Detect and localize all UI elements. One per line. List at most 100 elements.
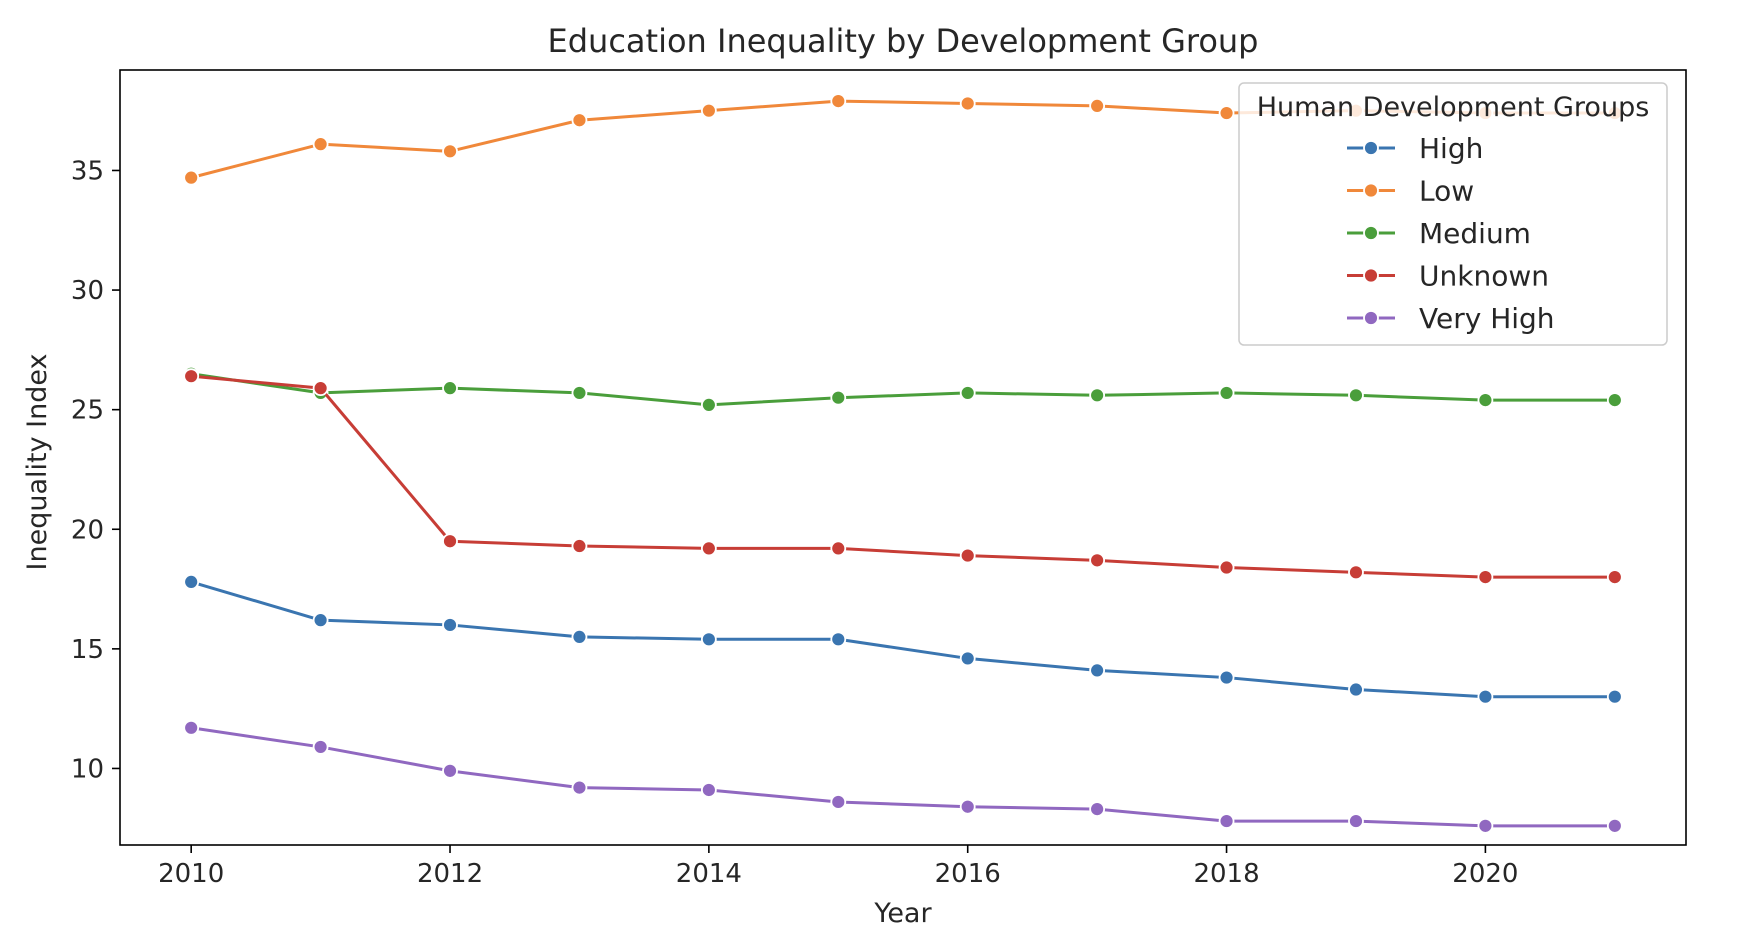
data-point: [1348, 681, 1364, 698]
series-unknown: [183, 368, 1623, 585]
legend-item: Unknown: [1347, 260, 1549, 293]
data-point: [700, 396, 717, 413]
data-point: [442, 533, 458, 550]
data-point: [442, 143, 458, 160]
data-point: [700, 102, 717, 119]
data-point: [183, 573, 200, 590]
data-point: [959, 798, 976, 815]
legend-label: Unknown: [1419, 260, 1549, 293]
data-point: [1218, 385, 1235, 401]
legend-label: Very High: [1419, 302, 1555, 335]
data-point: [830, 631, 847, 648]
legend-item: High: [1347, 132, 1483, 165]
data-point: [1348, 387, 1364, 404]
data-point: [312, 612, 329, 629]
data-point: [830, 794, 847, 810]
data-point: [959, 95, 976, 112]
data-point: [1348, 564, 1364, 581]
y-tick-label: 10: [71, 754, 104, 784]
data-point: [1606, 688, 1623, 705]
x-tick-label: 2014: [676, 859, 742, 889]
legend-marker: [1363, 182, 1379, 199]
chart-title: Education Inequality by Development Grou…: [548, 22, 1259, 60]
data-point: [312, 739, 329, 755]
data-point: [571, 628, 588, 645]
data-point: [571, 112, 588, 129]
data-point: [959, 650, 976, 667]
data-point: [1218, 669, 1235, 686]
legend-marker: [1363, 140, 1379, 156]
series-line: [191, 374, 1615, 579]
legend-item: Medium: [1347, 217, 1531, 250]
data-point: [1089, 552, 1106, 569]
x-tick-label: 2018: [1193, 859, 1259, 889]
x-tick-label: 2010: [158, 859, 224, 889]
data-point: [1089, 97, 1106, 114]
data-point: [571, 779, 588, 796]
data-point: [1218, 813, 1235, 829]
data-point: [1606, 817, 1623, 834]
data-point: [183, 719, 200, 736]
legend-box: [1238, 82, 1668, 346]
data-point: [700, 631, 717, 648]
data-point: [1606, 392, 1623, 408]
y-tick-label: 25: [71, 396, 104, 426]
data-point: [1477, 392, 1494, 408]
x-tick-label: 2016: [935, 859, 1001, 889]
legend-marker: [1363, 225, 1379, 241]
legend-title: Human Development Groups: [1257, 92, 1650, 123]
data-point: [1218, 105, 1235, 121]
data-point: [312, 380, 329, 397]
y-tick-label: 20: [71, 515, 104, 545]
data-point: [959, 547, 976, 564]
series-line: [190, 580, 1615, 699]
data-point: [1218, 559, 1235, 576]
series-high: [183, 573, 1623, 705]
data-point: [1348, 813, 1364, 829]
data-point: [1089, 387, 1106, 404]
data-point: [830, 389, 847, 406]
y-tick-label: 15: [71, 635, 104, 665]
data-point: [959, 385, 976, 401]
legend-marker: [1363, 310, 1379, 326]
data-point: [700, 782, 717, 798]
data-point: [830, 93, 847, 109]
data-point: [830, 540, 847, 557]
data-point: [183, 368, 200, 385]
x-axis-label: Year: [873, 898, 932, 929]
data-point: [1606, 569, 1623, 585]
legend-item: Very High: [1347, 302, 1555, 335]
y-tick-label: 35: [71, 156, 104, 186]
data-point: [442, 762, 458, 779]
legend-label: Low: [1419, 175, 1474, 208]
data-point: [442, 380, 458, 397]
data-point: [1477, 569, 1494, 585]
series-very-high: [183, 719, 1623, 834]
x-tick-label: 2020: [1452, 859, 1518, 889]
x-tick-label: 2012: [417, 859, 483, 889]
data-point: [183, 169, 200, 186]
series-line: [190, 726, 1615, 828]
data-point: [1089, 662, 1106, 679]
data-point: [1477, 688, 1494, 705]
data-point: [312, 136, 329, 153]
data-point: [571, 385, 588, 401]
axis-ticks: 2010 2012 2014 2016 2018 2020 10 15 20 25 30 35: [71, 156, 1519, 889]
series-line: [190, 372, 1615, 407]
data-point: [442, 617, 458, 633]
y-axis-label: Inequality Index: [22, 354, 53, 571]
legend-label: High: [1419, 132, 1483, 165]
legend-item: Low: [1347, 175, 1474, 208]
data-point: [700, 540, 717, 557]
y-tick-label: 30: [71, 276, 104, 306]
data-point: [1089, 801, 1106, 818]
data-point: [1477, 817, 1494, 834]
legend-label: Medium: [1419, 217, 1531, 250]
series-medium: [183, 365, 1623, 413]
legend-marker: [1363, 267, 1379, 284]
data-point: [571, 538, 588, 554]
plot-frame: [119, 69, 1687, 846]
legend: Human Development Groups High Low Medium Un…: [1238, 82, 1668, 346]
